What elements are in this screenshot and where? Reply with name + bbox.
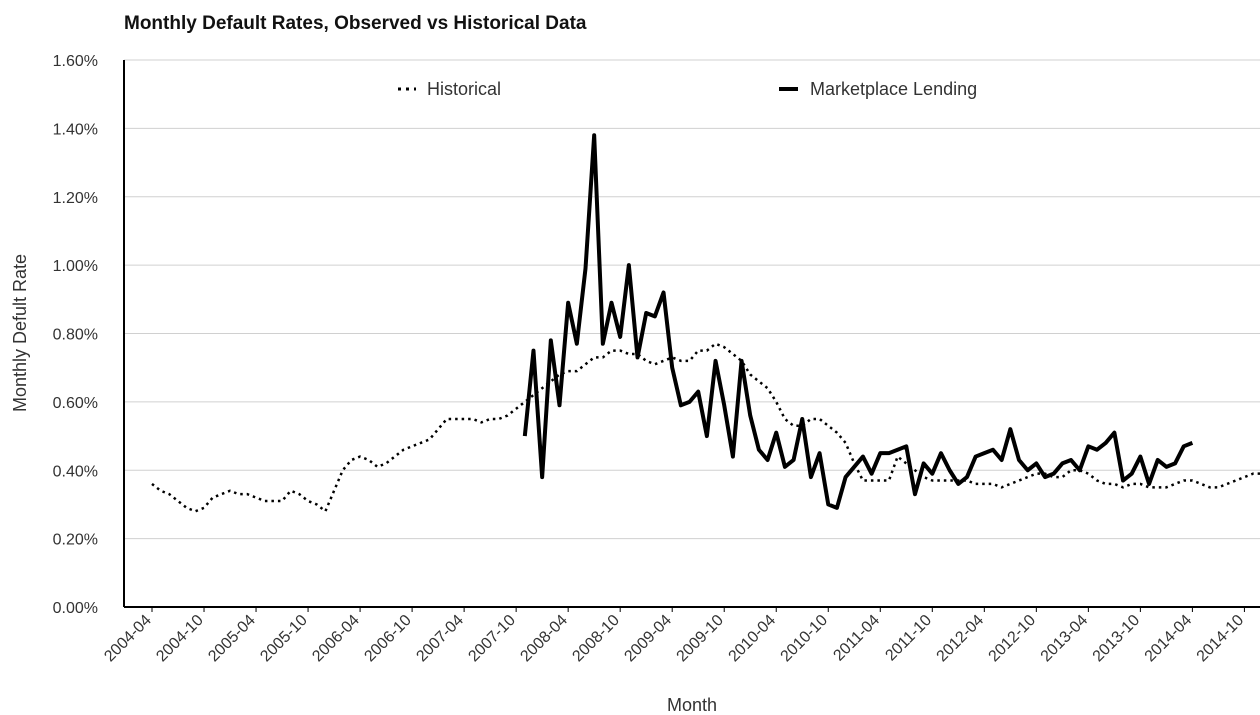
x-tick-label: 2009-04: [621, 612, 675, 666]
x-axis-label: Month: [667, 695, 717, 715]
y-tick-label: 0.20%: [53, 532, 98, 549]
y-tick-label: 0.00%: [53, 600, 98, 617]
series-line-historical: [151, 342, 1260, 513]
x-tick-labels: 2004-042004-102005-042005-102006-042006-…: [101, 607, 1247, 665]
y-tick-labels: 0.00% 0.20% 0.40% 0.60% 0.80% 1.00% 1.20% 1.40%…: [53, 53, 98, 617]
y-tick-label: 1.20%: [53, 190, 98, 207]
y-axis-label: Monthly Defult Rate: [10, 254, 30, 412]
series-lines: [151, 133, 1260, 513]
chart-title: Monthly Default Rates, Observed vs Histo…: [124, 13, 587, 34]
y-tick-label: 1.00%: [53, 258, 98, 275]
x-tick-label: 2012-04: [934, 612, 988, 666]
x-tick-label: 2004-10: [153, 612, 207, 666]
y-tick-label: 0.80%: [53, 327, 98, 344]
x-tick-label: 2011-10: [882, 612, 935, 665]
legend-item-historical: Historical: [398, 79, 501, 99]
x-tick-label: 2011-04: [830, 612, 883, 665]
x-tick-label: 2007-10: [465, 612, 519, 666]
y-tick-label: 0.60%: [53, 395, 98, 412]
x-tick-label: 2008-10: [569, 612, 623, 666]
x-tick-label: 2010-04: [726, 612, 780, 666]
x-tick-label: 2005-10: [257, 612, 311, 666]
x-tick-label: 2013-10: [1090, 612, 1144, 666]
gridlines: [124, 59, 1260, 608]
y-tick-label: 1.60%: [53, 53, 98, 70]
x-tick-label: 2012-10: [986, 612, 1040, 666]
x-tick-label: 2010-10: [778, 612, 832, 666]
legend-label-historical: Historical: [427, 79, 501, 99]
x-tick-label: 2007-04: [413, 612, 467, 666]
x-tick-label: 2005-04: [205, 612, 259, 666]
legend: Historical Marketplace Lending: [398, 79, 977, 99]
y-tick-label: 0.40%: [53, 463, 98, 480]
x-tick-label: 2006-04: [309, 612, 363, 666]
x-tick-label: 2004-04: [101, 612, 155, 666]
x-tick-label: 2008-04: [517, 612, 571, 666]
legend-item-marketplace: Marketplace Lending: [779, 79, 977, 99]
x-tick-label: 2013-04: [1038, 612, 1092, 666]
x-tick-label: 2009-10: [674, 612, 728, 666]
series-line-marketplace-lending: [522, 133, 1194, 510]
x-tick-label: 2014-10: [1194, 612, 1248, 666]
x-tick-label: 2006-10: [361, 612, 415, 666]
y-tick-label: 1.40%: [53, 121, 98, 138]
x-tick-label: 2014-04: [1142, 612, 1196, 666]
legend-label-marketplace: Marketplace Lending: [810, 79, 977, 99]
